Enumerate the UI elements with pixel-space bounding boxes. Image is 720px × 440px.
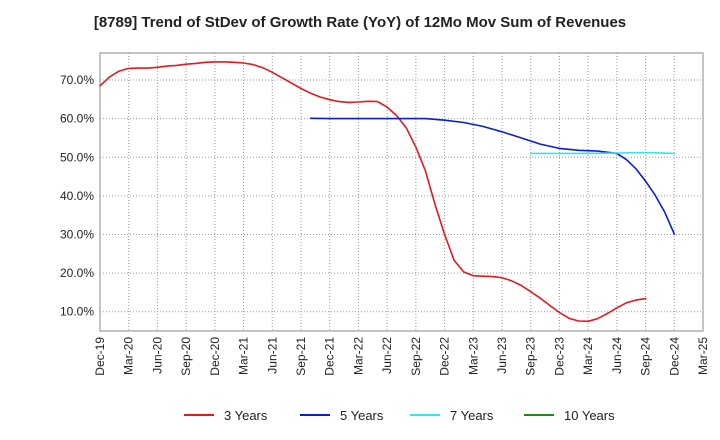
x-tick-label: Sep-22 (409, 337, 423, 376)
legend-label-10-years: 10 Years (564, 408, 615, 423)
legend-label-5-years: 5 Years (340, 408, 384, 423)
x-tick-label: Sep-24 (639, 337, 653, 376)
y-tick-label: 60.0% (60, 112, 94, 126)
x-tick-label: Mar-22 (351, 337, 365, 375)
y-tick-label: 40.0% (60, 189, 94, 203)
x-tick-label: Mar-21 (237, 337, 251, 375)
x-tick-label: Jun-22 (380, 337, 394, 374)
x-tick-label: Dec-24 (667, 337, 681, 376)
x-tick-label: Dec-21 (323, 337, 337, 376)
x-tick-label: Mar-20 (122, 337, 136, 375)
x-tick-label: Jun-24 (610, 337, 624, 374)
x-tick-label: Jun-20 (150, 337, 164, 374)
x-tick-label: Sep-20 (179, 337, 193, 376)
series-line-5-years (309, 117, 676, 235)
x-tick-label: Jun-21 (265, 337, 279, 374)
plot-area (99, 52, 704, 332)
series-line-3-years (99, 61, 647, 323)
y-tick-label: 30.0% (60, 227, 94, 241)
x-tick-label: Dec-23 (552, 337, 566, 376)
series-line-7-years (529, 151, 676, 155)
x-tick-label: Mar-23 (466, 337, 480, 375)
y-tick-label: 50.0% (60, 150, 94, 164)
x-tick-label: Sep-23 (524, 337, 538, 376)
x-tick-label: Sep-21 (294, 337, 308, 376)
x-tick-label: Mar-24 (581, 337, 595, 375)
x-tick-label: Jun-23 (495, 337, 509, 374)
x-tick-label: Mar-25 (696, 337, 710, 375)
y-tick-label: 70.0% (60, 73, 94, 87)
y-tick-label: 20.0% (60, 266, 94, 280)
legend-label-7-years: 7 Years (450, 408, 494, 423)
x-tick-label: Dec-19 (93, 337, 107, 376)
x-tick-label: Dec-22 (438, 337, 452, 376)
legend-label-3-years: 3 Years (224, 408, 268, 423)
y-tick-label: 10.0% (60, 305, 94, 319)
chart-title: [8789] Trend of StDev of Growth Rate (Yo… (93, 14, 627, 31)
x-tick-label: Dec-20 (208, 337, 222, 376)
